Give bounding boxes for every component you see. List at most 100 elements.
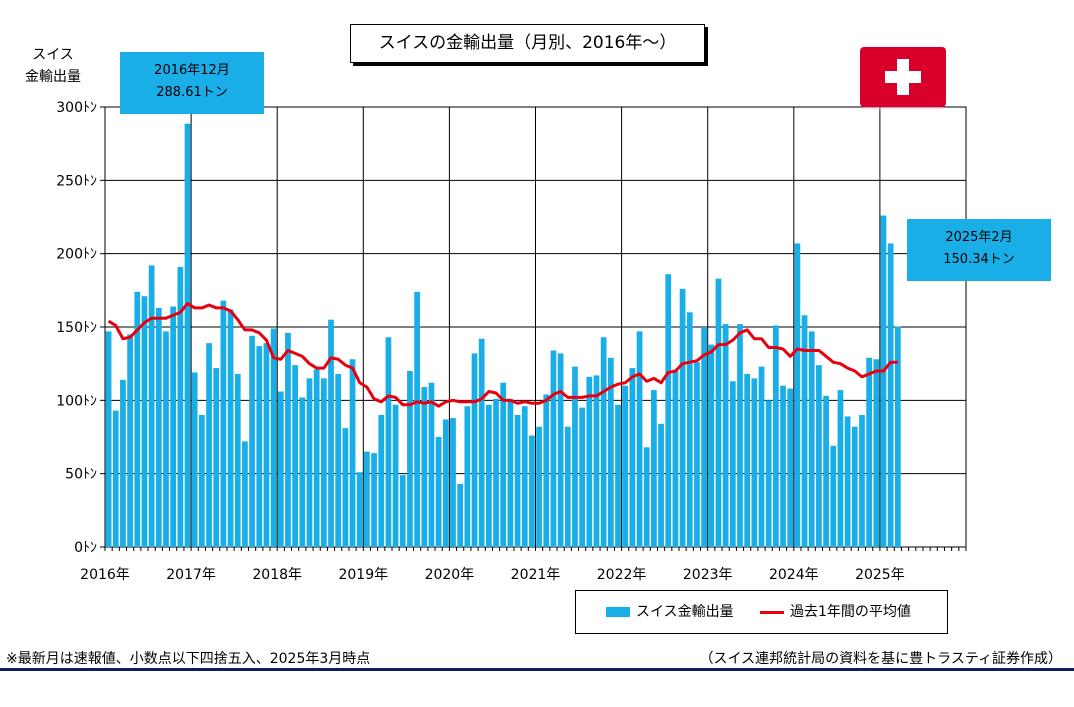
bar	[579, 407, 586, 547]
legend-item-bars: スイス金輸出量	[606, 602, 734, 622]
bar	[385, 337, 392, 547]
bar	[435, 437, 442, 547]
bar	[328, 319, 334, 547]
bar	[615, 404, 621, 547]
bar	[816, 365, 822, 547]
bar	[313, 369, 320, 547]
bar	[880, 215, 887, 548]
bar	[866, 357, 873, 547]
bar	[557, 353, 564, 547]
bar	[155, 307, 162, 547]
footnote: ※最新月は速報値、小数点以下四捨五入、2025年3月時点	[6, 651, 371, 667]
bar	[658, 423, 664, 547]
bar	[292, 365, 299, 547]
source-note: （スイス連邦統計局の資料を基に豊トラスティ証券作成）	[699, 651, 1062, 667]
peak-callout: 2016年12月 288.61トン	[120, 52, 264, 114]
bar	[851, 426, 858, 547]
bar	[808, 331, 815, 547]
bar	[299, 397, 306, 547]
bar	[765, 400, 772, 547]
latest-callout-value: 150.34トン	[943, 252, 1015, 267]
chart-title: スイスの金輸出量（月別、2016年～）	[350, 24, 705, 63]
legend-bar-label: スイス金輸出量	[636, 604, 734, 620]
swiss-flag-icon	[860, 47, 946, 111]
bar	[170, 306, 177, 547]
bar	[686, 312, 693, 547]
bar	[844, 416, 851, 547]
latest-callout: 2025年2月 150.34トン	[907, 219, 1051, 281]
bar	[242, 441, 248, 547]
bar	[744, 373, 751, 547]
bar	[134, 291, 141, 547]
average-line-series	[107, 302, 898, 408]
bar	[335, 373, 342, 547]
bar	[536, 426, 542, 547]
bar	[421, 387, 428, 547]
bar	[665, 274, 672, 547]
bar	[342, 428, 349, 547]
bar	[887, 243, 894, 547]
bar	[758, 366, 765, 547]
bar	[801, 315, 808, 547]
y-tick-label: 250ﾄﾝ	[56, 173, 97, 189]
bar	[636, 331, 643, 547]
bar	[263, 343, 270, 547]
bar	[701, 327, 707, 547]
bar	[127, 334, 133, 547]
x-tick-label: 2022年	[597, 567, 647, 583]
y-tick-label: 100ﾄﾝ	[56, 393, 97, 409]
bar	[227, 309, 234, 547]
peak-callout-value: 288.61トン	[156, 85, 228, 100]
bar	[105, 331, 112, 547]
y-tick-label: 200ﾄﾝ	[56, 247, 97, 263]
x-tick-label: 2021年	[511, 567, 561, 583]
x-tick-label: 2018年	[252, 567, 302, 583]
bar	[213, 368, 220, 547]
bar	[737, 324, 743, 547]
bar	[485, 404, 492, 547]
bar-series	[105, 123, 901, 548]
bottom-rule	[0, 668, 1074, 671]
bar	[651, 390, 657, 547]
bar	[148, 265, 155, 547]
bar	[428, 382, 435, 547]
bar	[112, 410, 119, 547]
bar	[471, 353, 478, 547]
y-tick-label: 50ﾄﾝ	[65, 467, 97, 483]
x-tick-label: 2023年	[683, 567, 733, 583]
bar	[206, 343, 212, 547]
bar	[220, 300, 227, 547]
bar	[873, 359, 880, 547]
bar	[256, 346, 263, 547]
bar	[514, 415, 521, 547]
bar	[414, 291, 420, 547]
bar	[643, 447, 650, 547]
bar	[234, 373, 241, 547]
bar	[607, 357, 614, 547]
bar	[521, 406, 528, 547]
bar	[184, 123, 191, 548]
bar	[198, 415, 205, 547]
bar	[564, 426, 571, 547]
bar	[378, 415, 385, 547]
legend-line-swatch	[760, 611, 784, 614]
bar	[694, 362, 700, 547]
latest-callout-date: 2025年2月	[945, 230, 1013, 245]
bar	[141, 296, 148, 547]
bar	[593, 375, 600, 547]
y-axis-title-line1: スイス	[32, 47, 74, 63]
y-axis-title-line2: 金輸出量	[25, 69, 81, 85]
bar	[306, 378, 313, 547]
bar	[830, 445, 837, 547]
bar	[787, 388, 794, 547]
bar	[320, 378, 327, 547]
x-tick-label: 2024年	[769, 567, 819, 583]
bar	[780, 385, 786, 547]
bar	[120, 379, 126, 547]
bar	[751, 378, 758, 547]
bar	[543, 394, 550, 547]
bar	[392, 404, 399, 547]
bar	[672, 371, 679, 547]
bar	[679, 288, 686, 547]
bar	[529, 435, 535, 547]
